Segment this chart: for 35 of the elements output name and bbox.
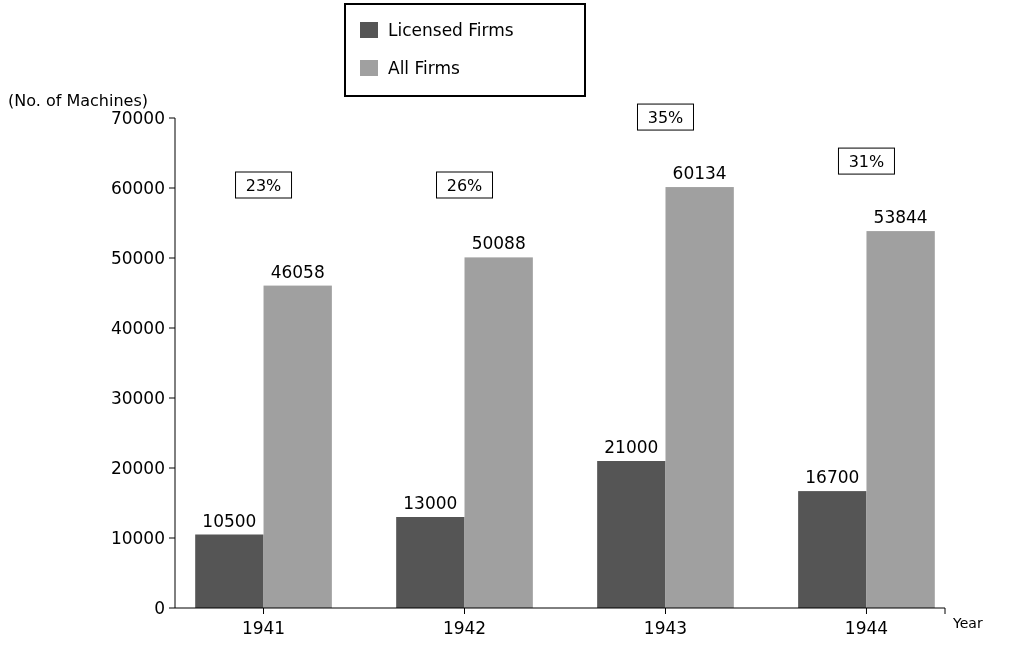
y-tick-label: 60000 (110, 177, 165, 198)
data-label: 46058 (270, 261, 325, 282)
data-label: 10500 (202, 510, 257, 531)
x-tick-label: 1941 (241, 618, 286, 638)
data-label: 50088 (471, 233, 526, 254)
y-tick-label: 20000 (110, 457, 165, 478)
annotation: 23% (245, 175, 282, 195)
data-label: 21000 (604, 437, 659, 457)
legend-label: Licensed Firms (388, 19, 514, 40)
x-tick-label: 1943 (643, 618, 688, 638)
bar (665, 187, 734, 608)
x-tick-label: 1944 (844, 618, 889, 638)
bar (263, 285, 332, 608)
x-tick-label: 1942 (442, 618, 487, 638)
y-tick-label: 50000 (110, 247, 165, 268)
y-tick-label: 10000 (110, 527, 165, 548)
bar (195, 534, 264, 608)
bar (396, 517, 465, 608)
y-tick-label: 0 (154, 597, 165, 618)
bar (464, 257, 533, 608)
bar (798, 491, 867, 608)
bar (597, 461, 666, 608)
annotation: 31% (848, 151, 885, 171)
y-axis-title: (No. of Machines) (8, 91, 148, 110)
data-label: 16700 (805, 467, 860, 488)
annotation: 26% (446, 175, 483, 195)
annotation: 35% (647, 107, 684, 127)
y-tick-label: 30000 (110, 387, 165, 408)
data-label: 13000 (403, 493, 458, 513)
legend-label: All Firms (388, 57, 460, 78)
data-label: 60134 (672, 163, 727, 184)
x-axis-title: Year (952, 615, 983, 631)
y-tick-label: 40000 (110, 317, 165, 338)
bar (866, 231, 935, 608)
data-label: 53844 (873, 207, 928, 228)
